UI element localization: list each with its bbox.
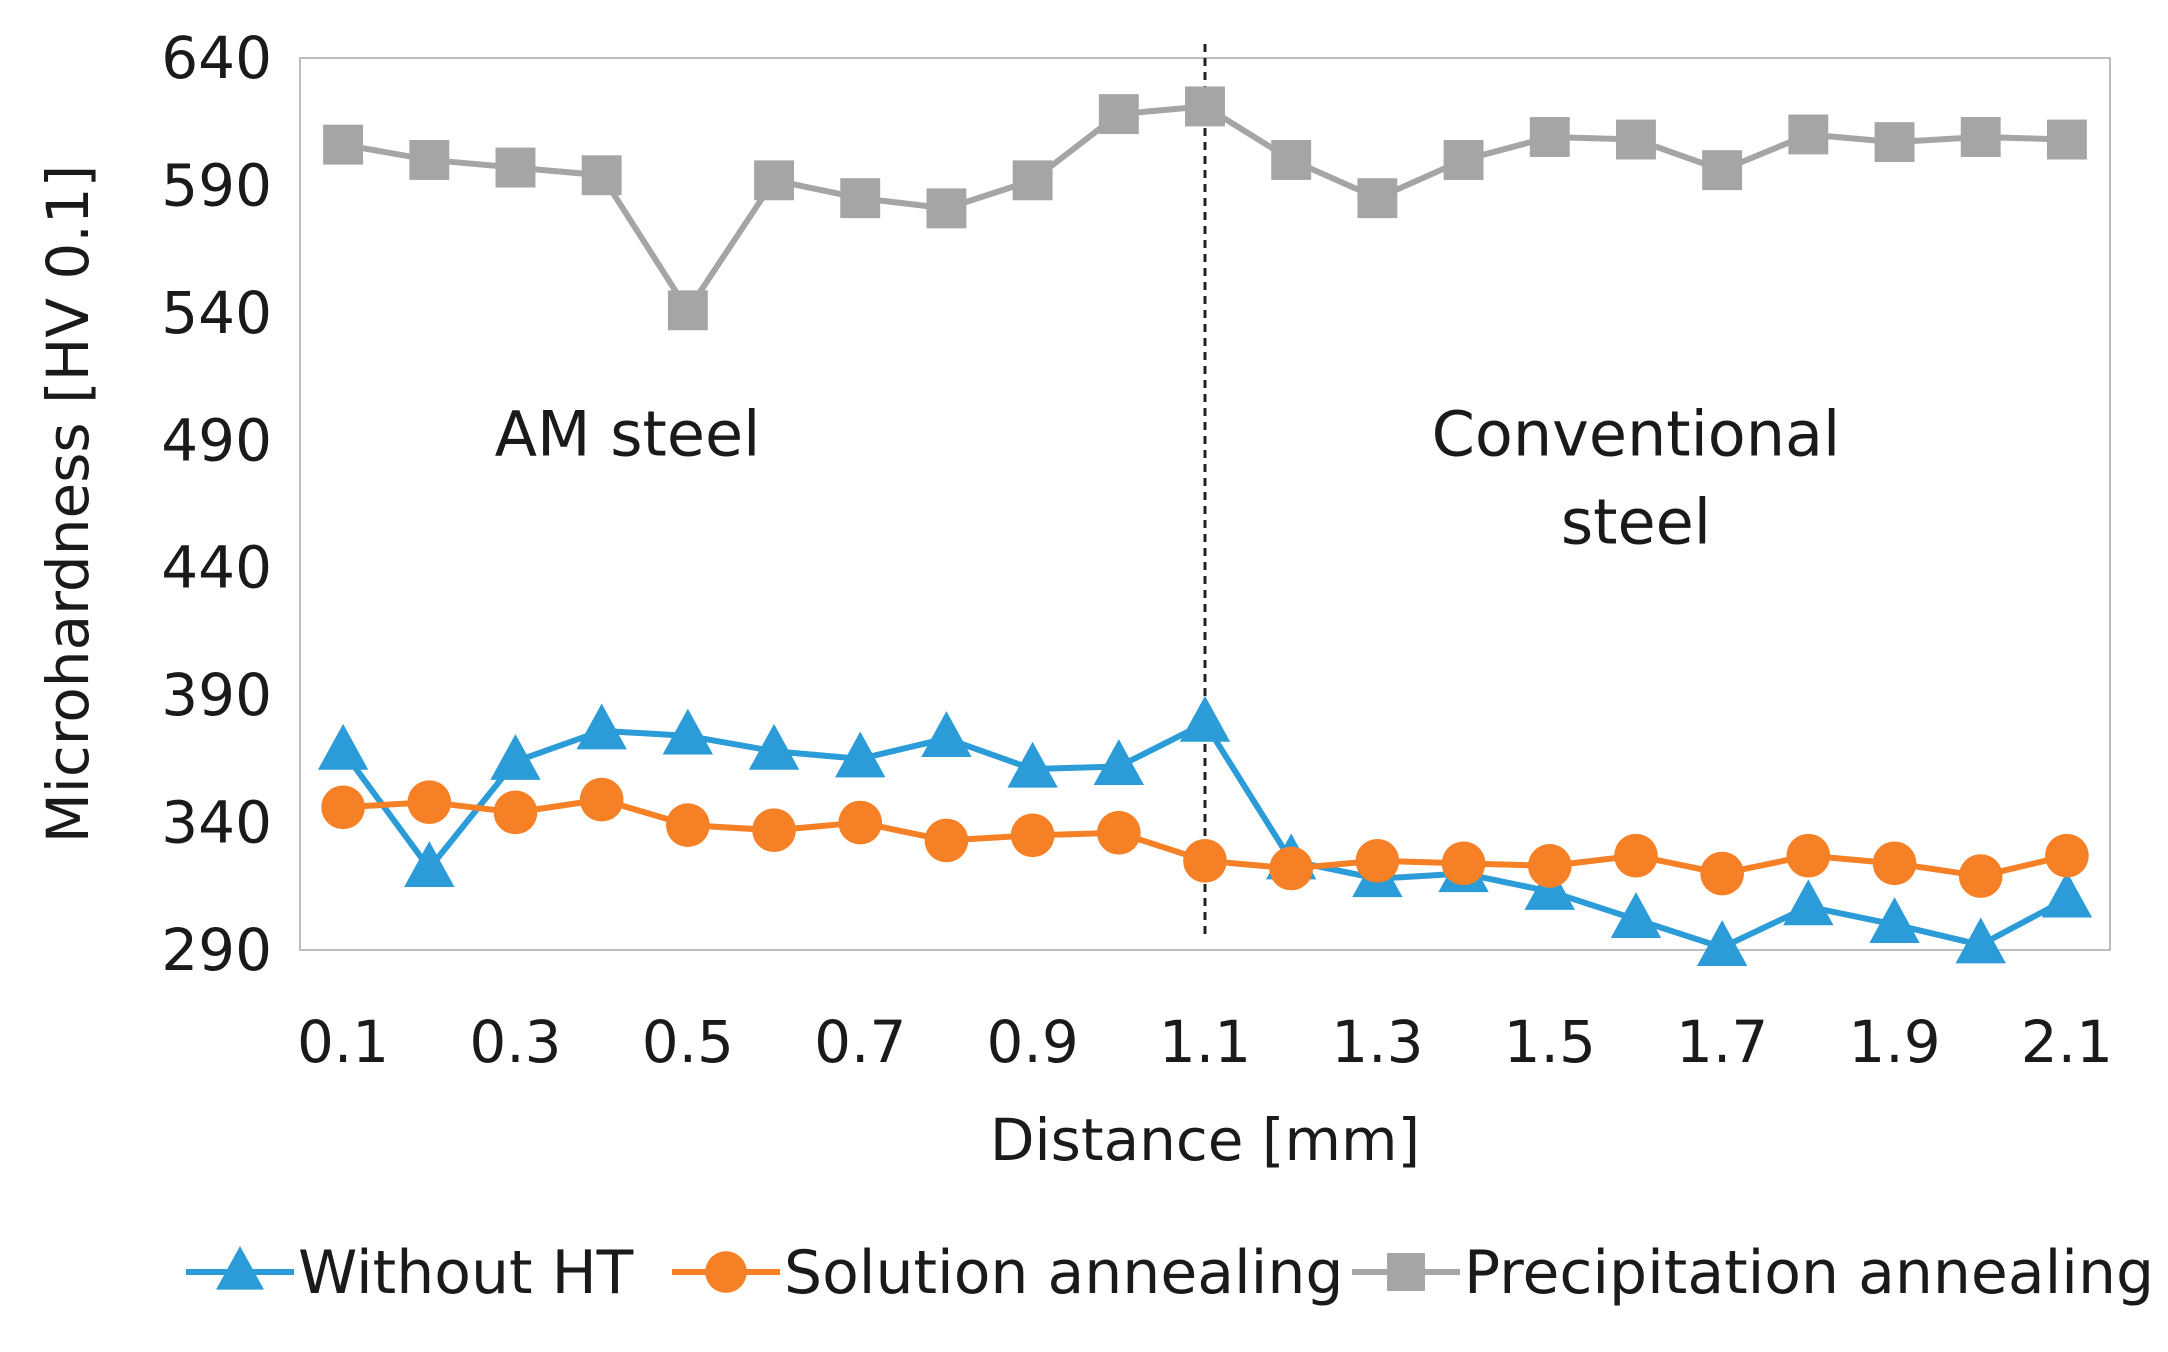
data-point [404,841,455,887]
data-point [1783,879,1834,926]
data-point [1960,117,2001,157]
data-point [1271,139,1312,180]
y-tick-label: 290 [161,916,272,984]
data-point [1872,841,1917,886]
data-point [1443,139,1484,180]
legend-marker [1387,1253,1425,1291]
data-point [1527,844,1572,888]
data-point [1098,94,1139,135]
data-point [317,723,369,770]
y-tick-label: 540 [161,279,272,347]
data-point [1441,841,1486,886]
data-point [754,160,794,201]
data-point [1357,178,1398,219]
x-tick-label: 0.1 [297,1008,389,1076]
data-point [662,708,714,755]
legend-label: Solution annealing [784,1238,1343,1308]
x-tick-label: 1.1 [1159,1008,1251,1076]
data-point [1185,86,1225,127]
data-point [2041,871,2093,918]
data-point [581,155,622,196]
y-tick-label: 390 [161,661,272,729]
data-point [409,139,450,180]
legend-item: Solution annealing [672,1238,1343,1308]
data-point [1702,150,1743,191]
data-point [495,147,536,188]
y-tick-label: 340 [161,789,272,857]
region-annotation: steel [1561,486,1711,559]
data-point [1096,810,1141,855]
data-point [1616,119,1656,160]
y-tick-label: 490 [161,406,272,474]
x-tick-label: 1.5 [1504,1008,1596,1076]
x-tick-label: 1.9 [1848,1008,1940,1076]
data-point [1093,739,1145,786]
data-point [1355,838,1400,883]
legend-label: Precipitation annealing [1464,1238,2154,1308]
y-tick-label: 590 [161,151,272,219]
x-tick-label: 0.9 [986,1008,1078,1076]
data-point [1696,920,1748,966]
data-point [840,178,881,219]
data-point [321,785,365,830]
data-point [1179,695,1231,742]
y-tick-label: 440 [161,534,272,602]
data-point [1958,854,2003,898]
data-point [2046,119,2087,160]
y-tick-label: 640 [161,24,272,92]
legend-item: Precipitation annealing [1352,1238,2154,1308]
x-tick-label: 1.7 [1676,1008,1768,1076]
data-point [576,703,627,750]
data-point [1955,917,2006,964]
data-point [924,818,969,863]
x-tick-label: 2.1 [2021,1008,2113,1076]
x-tick-label: 0.3 [469,1008,561,1076]
data-point [493,790,538,835]
region-annotation: AM steel [495,398,761,471]
data-point [1010,813,1055,858]
legend: Without HT Solution annealing Precipitatio… [186,1238,2154,1308]
data-point [1007,741,1058,788]
data-point [323,124,364,165]
data-point [921,711,972,757]
data-point [926,188,967,229]
data-point [1786,833,1831,878]
x-tick-label: 0.7 [814,1008,906,1076]
region-annotation: Conventional [1432,398,1841,471]
data-point [1183,838,1227,883]
data-point [1012,160,1053,201]
data-point [1529,117,1570,157]
data-point [1269,846,1314,891]
data-point [1700,851,1744,896]
legend-marker [705,1251,747,1293]
x-tick-label: 0.5 [642,1008,734,1076]
x-tick-label: 1.3 [1331,1008,1423,1076]
data-point [752,808,796,853]
y-axis-title: Microhardness [HV 0.1] [34,165,102,844]
legend-marker [216,1245,264,1290]
x-axis-title: Distance [mm] [990,1106,1420,1174]
data-point [667,290,708,331]
data-point [1869,897,1920,944]
data-point [579,777,624,822]
legend-item: Without HT [186,1238,634,1308]
data-point [748,723,800,770]
data-point [1614,833,1658,878]
series-solution-annealing [321,777,2089,898]
data-point [2045,833,2089,878]
data-point [1788,114,1829,155]
data-point [1874,122,1915,163]
data-point [490,734,541,780]
data-point [1610,892,1662,938]
data-point [838,800,883,845]
data-point [666,803,710,847]
data-point [407,780,452,825]
data-point [835,731,886,778]
series-precipitation-annealing [323,86,2087,331]
legend-label: Without HT [298,1238,634,1308]
